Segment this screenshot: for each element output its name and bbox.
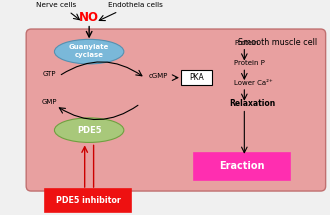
FancyBboxPatch shape xyxy=(26,29,326,191)
Ellipse shape xyxy=(54,118,124,142)
Text: cGMP: cGMP xyxy=(148,73,168,79)
Text: Nerve cells: Nerve cells xyxy=(36,2,76,8)
Text: PKA: PKA xyxy=(189,73,204,82)
Text: NO: NO xyxy=(79,11,99,24)
Text: Eraction: Eraction xyxy=(219,161,265,171)
Text: PDE5 inhibitor: PDE5 inhibitor xyxy=(56,196,120,204)
Ellipse shape xyxy=(54,39,124,64)
Text: Protein P: Protein P xyxy=(234,60,265,66)
Text: GMP: GMP xyxy=(41,99,57,105)
Text: Smooth muscle cell: Smooth muscle cell xyxy=(238,38,317,47)
FancyBboxPatch shape xyxy=(194,153,290,180)
FancyBboxPatch shape xyxy=(182,70,212,86)
Text: Lower Ca²⁺: Lower Ca²⁺ xyxy=(234,80,273,86)
Text: Guanylate
cyclase: Guanylate cyclase xyxy=(69,44,109,58)
Text: GTP: GTP xyxy=(42,71,56,77)
Text: Endothela cells: Endothela cells xyxy=(108,2,163,8)
Text: Protein: Protein xyxy=(234,40,259,46)
Text: Relaxation: Relaxation xyxy=(229,99,276,108)
Text: PDE5: PDE5 xyxy=(77,126,101,135)
FancyBboxPatch shape xyxy=(45,189,131,212)
